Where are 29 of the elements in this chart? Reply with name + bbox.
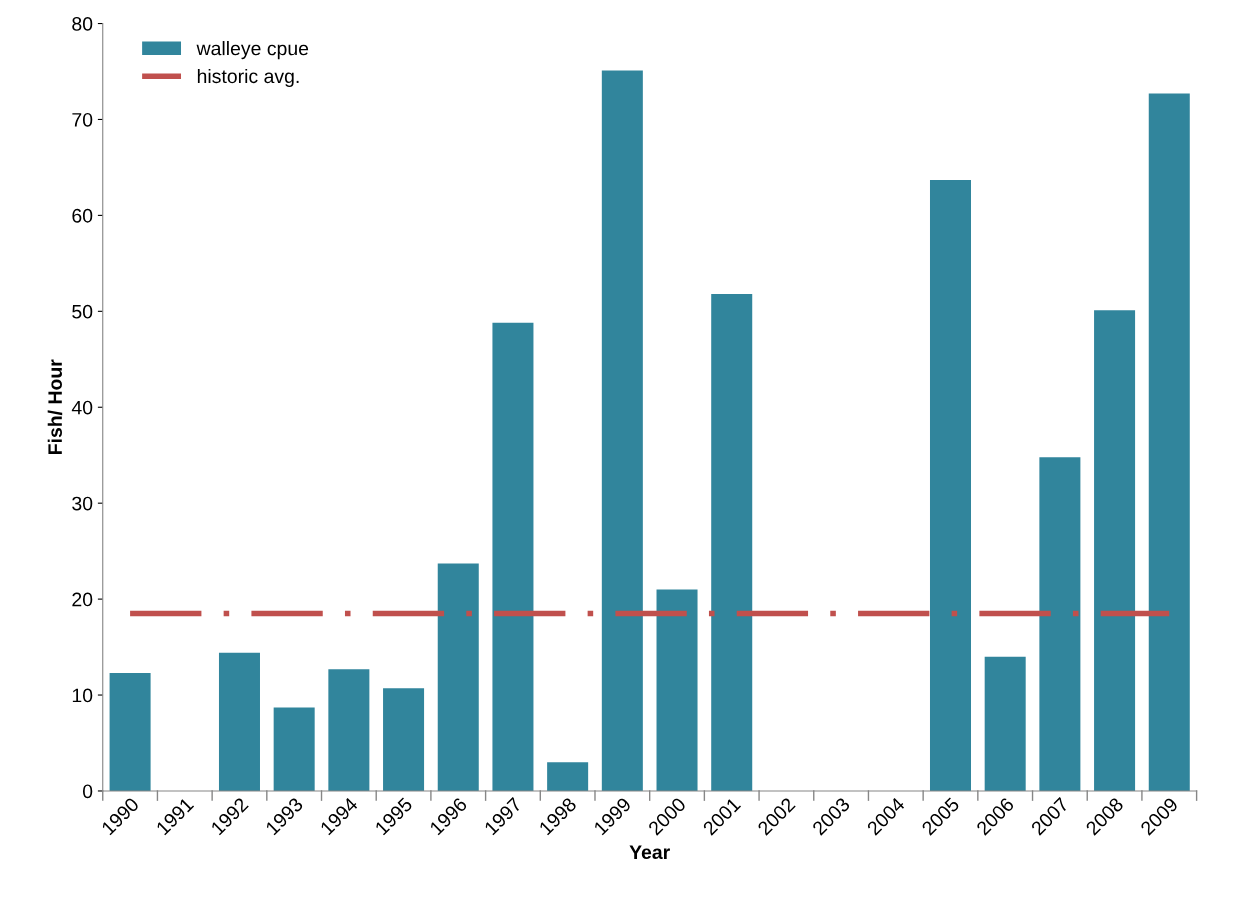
y-tick-label: 40	[71, 400, 93, 415]
bar	[328, 669, 370, 791]
bar	[601, 70, 643, 791]
bar	[109, 672, 151, 791]
bar	[547, 762, 589, 791]
y-tick-label: 30	[72, 496, 93, 511]
bar	[1094, 310, 1136, 791]
legend-label: walleye cpue	[196, 41, 309, 60]
y-tick-label: 80	[72, 17, 93, 31]
y-tick-label: 0	[82, 784, 93, 799]
bar	[984, 656, 1026, 791]
y-tick-label: 50	[72, 304, 93, 319]
y-axis-title: Fish/ Hour	[47, 359, 63, 455]
bar	[656, 589, 698, 791]
bar	[383, 688, 425, 791]
y-tick-label: 20	[72, 592, 93, 607]
bar	[273, 707, 315, 791]
bar	[1039, 457, 1081, 791]
legend-label: historic avg.	[197, 68, 299, 87]
bar	[1148, 93, 1190, 791]
bar	[437, 563, 479, 791]
bar	[492, 322, 534, 791]
y-tick-label: 70	[72, 112, 93, 127]
bar	[711, 294, 753, 791]
bar	[929, 179, 971, 791]
x-axis-title: Year	[629, 845, 670, 860]
y-tick-label: 10	[72, 688, 93, 703]
bar	[218, 652, 260, 791]
y-tick-label: 60	[72, 208, 93, 223]
